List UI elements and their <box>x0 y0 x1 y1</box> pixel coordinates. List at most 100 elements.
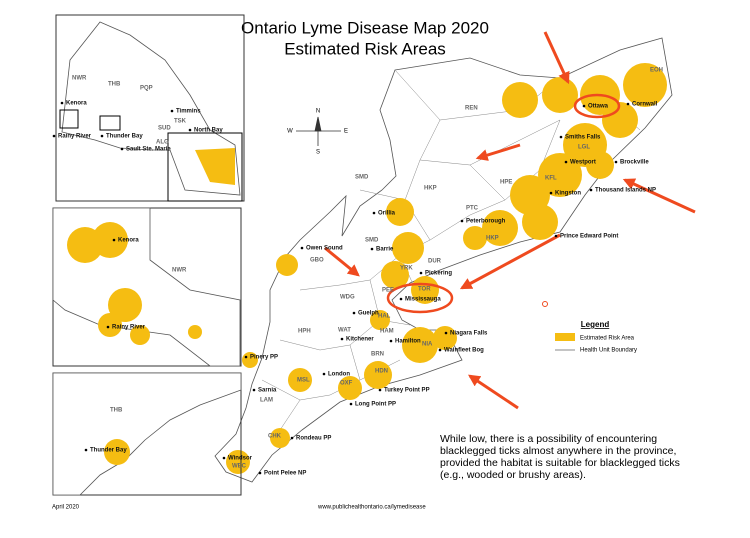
city-label: Long Point PP <box>355 402 396 408</box>
region-label: THB <box>108 82 121 88</box>
city-dot <box>84 448 88 452</box>
city-label: Rondeau PP <box>296 436 331 442</box>
city-dot <box>549 191 553 195</box>
city-label: Timmins <box>176 109 201 115</box>
city-dot <box>438 348 442 352</box>
city-dot <box>554 234 558 238</box>
compass-label: N <box>316 109 320 115</box>
city-dot <box>100 134 104 138</box>
city-dot <box>349 402 353 406</box>
city-label: Owen Sound <box>306 246 343 252</box>
note: (e.g., wooded or brushy areas). <box>440 469 586 481</box>
region-label: HAL <box>378 314 391 320</box>
legend-item: Health Unit Boundary <box>580 348 637 354</box>
city-dot <box>188 128 192 132</box>
region-label: ALG <box>156 140 169 146</box>
city-label: Wainfleet Bog <box>444 348 484 354</box>
region-label: HPE <box>500 180 512 186</box>
city-label: Point Pelee NP <box>264 471 306 477</box>
legend-item: Estimated Risk Area <box>580 336 635 342</box>
overview-inset <box>55 14 245 202</box>
city-label: Rainy River <box>112 325 146 331</box>
tbay-box <box>99 115 121 131</box>
city-dot <box>170 109 174 113</box>
region-label: WEC <box>232 464 247 470</box>
city-dot <box>372 211 376 215</box>
city-dot <box>582 104 586 108</box>
overview-risk <box>195 148 235 185</box>
city-dot <box>340 337 344 341</box>
note: While low, there is a possibility of enc… <box>440 433 657 445</box>
city-dot <box>290 436 294 440</box>
overview-land <box>61 21 241 196</box>
city-label: Ottawa <box>588 104 609 110</box>
city-label: London <box>328 372 350 378</box>
region-label: MSL <box>297 378 310 384</box>
city-label: Thousand Islands NP <box>595 188 656 194</box>
region-label: LGL <box>578 145 590 151</box>
city-label: Thunder Bay <box>106 134 143 140</box>
city-label: North Bay <box>194 128 223 134</box>
region-label: NWR <box>172 268 187 274</box>
region-label: TOR <box>418 287 431 293</box>
city-dot <box>258 471 262 475</box>
region-label: REN <box>465 106 478 112</box>
city-dot <box>112 238 116 242</box>
region-label: PTC <box>466 206 479 212</box>
region-label: TSK <box>174 119 187 125</box>
compass-label: S <box>316 150 320 156</box>
legend-title: Legend <box>581 320 610 329</box>
city-label: Guelph <box>358 311 379 317</box>
tbay-risk <box>104 439 130 465</box>
compass <box>296 116 341 146</box>
region-label: HDN <box>375 369 388 375</box>
city-label: Brockville <box>620 160 649 166</box>
city-dot <box>120 147 124 151</box>
region-label: SUD <box>158 126 171 132</box>
arrows <box>324 31 696 410</box>
city-label: Turkey Point PP <box>384 388 430 394</box>
region-label: PQP <box>140 86 153 92</box>
region-label: YRK <box>400 266 413 272</box>
region-label: OXF <box>340 381 353 387</box>
city-dot <box>444 331 448 335</box>
note: provided the habitat is suitable for bla… <box>440 457 680 469</box>
city-label: Kitchener <box>346 337 374 343</box>
region-label: LAM <box>260 398 273 404</box>
city-dot <box>244 355 248 359</box>
city-dot <box>460 219 464 223</box>
city-label: Pickering <box>425 271 452 277</box>
city-dot <box>626 102 630 106</box>
highlight-mississauga <box>386 282 454 314</box>
land <box>214 37 673 483</box>
city-dot <box>106 325 110 329</box>
region-label: WDG <box>340 295 355 301</box>
region-label: HKP <box>486 236 499 242</box>
city-label: Mississauga <box>405 297 441 303</box>
city-dot <box>419 271 423 275</box>
compass-label: W <box>287 129 293 135</box>
tbay-land <box>52 372 242 496</box>
highlight-ottawa <box>573 93 621 119</box>
region-label: SMD <box>365 238 379 244</box>
city-label: Westport <box>570 160 596 166</box>
city-label: Thunder Bay <box>90 448 127 454</box>
note: blacklegged ticks almost anywhere in the… <box>440 445 676 457</box>
region-label: EOH <box>650 68 663 74</box>
city-label: Windsor <box>228 456 253 462</box>
region-label: HAM <box>380 329 394 335</box>
city-label: Barrie <box>376 247 394 253</box>
city-label: Sarnia <box>258 388 277 394</box>
region-label: NIA <box>422 342 433 348</box>
city-dot <box>389 339 393 343</box>
marker <box>542 301 548 307</box>
city-label: Hamilton <box>395 339 421 345</box>
city-dot <box>52 134 56 138</box>
city-label: Kenora <box>66 101 87 107</box>
risk-areas <box>226 63 667 474</box>
region-label: WAT <box>338 328 351 334</box>
legend-swatch <box>555 333 575 341</box>
footer-url: www.publichealthontario.ca/lymedisease <box>317 505 426 511</box>
city-dot <box>559 135 563 139</box>
